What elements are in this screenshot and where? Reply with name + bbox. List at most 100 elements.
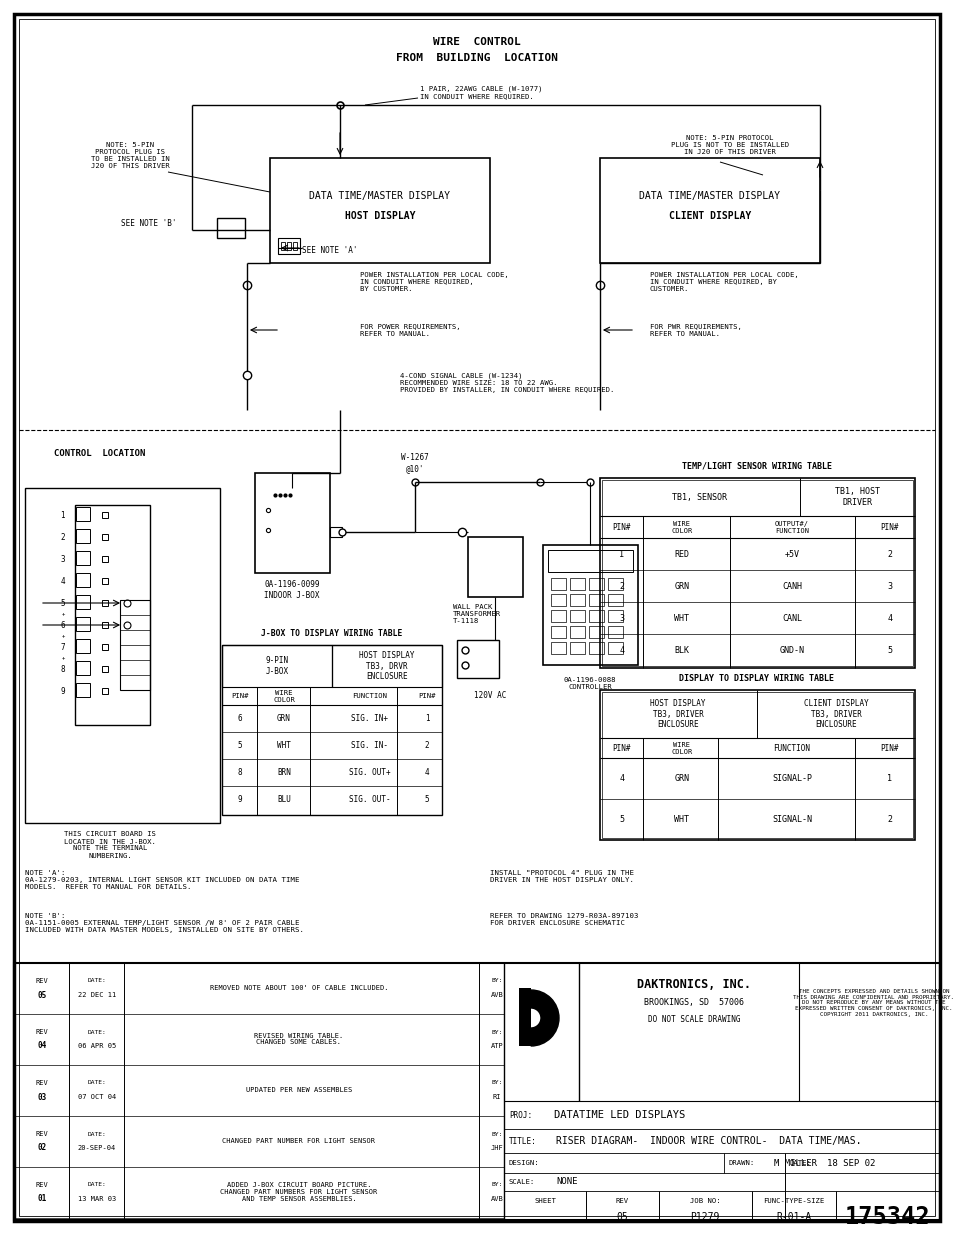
Text: DO NOT SCALE DRAWING: DO NOT SCALE DRAWING xyxy=(647,1015,740,1025)
Text: THIS CIRCUIT BOARD IS
LOCATED IN THE J-BOX.
NOTE THE TERMINAL
NUMBERING.: THIS CIRCUIT BOARD IS LOCATED IN THE J-B… xyxy=(64,831,155,858)
Text: CANH: CANH xyxy=(781,582,801,590)
Bar xyxy=(332,645,441,687)
Text: REVISED WIRING TABLE.
CHANGED SOME CABLES.: REVISED WIRING TABLE. CHANGED SOME CABLE… xyxy=(254,1032,343,1046)
Text: 0A-1196-0099
INDOOR J-BOX: 0A-1196-0099 INDOOR J-BOX xyxy=(264,580,319,600)
Text: 2: 2 xyxy=(424,741,429,750)
Text: REFER TO DRAWING 1279-R03A-897103
FOR DRIVER ENCLOSURE SCHEMATIC: REFER TO DRAWING 1279-R03A-897103 FOR DR… xyxy=(490,913,638,926)
Text: TB1, SENSOR: TB1, SENSOR xyxy=(672,493,727,501)
Text: PIN#: PIN# xyxy=(880,522,899,531)
Text: UPDATED PER NEW ASSEMBLES: UPDATED PER NEW ASSEMBLES xyxy=(246,1087,352,1093)
Bar xyxy=(277,238,299,254)
Text: SIGNAL-N: SIGNAL-N xyxy=(771,815,811,824)
Text: DATA TIME/MASTER DISPLAY: DATA TIME/MASTER DISPLAY xyxy=(639,191,780,201)
Bar xyxy=(293,242,296,249)
Text: 8: 8 xyxy=(60,664,65,673)
Text: SIG. IN+: SIG. IN+ xyxy=(351,714,388,722)
Text: 13 MAR 03: 13 MAR 03 xyxy=(78,1195,116,1202)
Text: GND-N: GND-N xyxy=(779,646,803,655)
Text: RED: RED xyxy=(674,550,689,558)
Bar xyxy=(76,508,90,521)
Text: CANL: CANL xyxy=(781,614,801,622)
Text: INSTALL "PROTOCOL 4" PLUG IN THE
DRIVER IN THE HOST DISPLAY ONLY.: INSTALL "PROTOCOL 4" PLUG IN THE DRIVER … xyxy=(490,869,634,883)
Bar xyxy=(551,594,565,606)
Bar xyxy=(588,626,603,638)
Text: 2: 2 xyxy=(886,815,892,824)
Bar xyxy=(551,626,565,638)
Text: +: + xyxy=(62,656,65,661)
Wedge shape xyxy=(531,990,558,1046)
Text: REV: REV xyxy=(35,1079,49,1086)
Text: 5: 5 xyxy=(886,646,892,655)
Bar xyxy=(76,529,90,543)
Text: SCALE:: SCALE: xyxy=(509,1179,535,1186)
Bar xyxy=(599,478,914,668)
Text: REV: REV xyxy=(35,978,49,984)
Bar xyxy=(601,692,912,839)
Text: DESIGN:: DESIGN: xyxy=(509,1160,539,1166)
Bar xyxy=(76,661,90,676)
Text: DATE:: DATE: xyxy=(88,1131,107,1136)
Text: BY:: BY: xyxy=(491,1081,502,1086)
Text: SIG. OUT+: SIG. OUT+ xyxy=(349,767,391,777)
Text: WIRE  CONTROL: WIRE CONTROL xyxy=(433,37,520,47)
Text: BLU: BLU xyxy=(276,794,291,804)
Text: ATP: ATP xyxy=(490,1044,503,1049)
Text: CONTROL  LOCATION: CONTROL LOCATION xyxy=(54,448,146,457)
Text: DATE:: DATE: xyxy=(88,978,107,983)
Text: M MILLER: M MILLER xyxy=(773,1158,816,1167)
Bar xyxy=(588,594,603,606)
Bar xyxy=(14,963,939,1220)
Text: PROJ:: PROJ: xyxy=(509,1110,532,1119)
Text: WALL PACK
TRANSFORMER
T-1118: WALL PACK TRANSFORMER T-1118 xyxy=(453,604,500,624)
Bar xyxy=(270,158,490,263)
Bar xyxy=(599,158,820,263)
Bar xyxy=(607,594,622,606)
Text: 1: 1 xyxy=(886,773,892,783)
Bar xyxy=(76,551,90,564)
Text: 1: 1 xyxy=(424,714,429,722)
Text: 04: 04 xyxy=(37,1041,47,1051)
Text: J-BOX TO DISPLAY WIRING TABLE: J-BOX TO DISPLAY WIRING TABLE xyxy=(261,629,402,637)
Bar xyxy=(76,638,90,653)
Text: 120V AC: 120V AC xyxy=(474,690,506,699)
Text: WIRE
COLOR: WIRE COLOR xyxy=(273,689,294,703)
Text: 4: 4 xyxy=(60,577,65,585)
Bar xyxy=(254,473,330,573)
Text: 6: 6 xyxy=(237,714,242,722)
Bar xyxy=(330,527,341,537)
Text: 5: 5 xyxy=(60,599,65,608)
Bar xyxy=(287,242,291,249)
Text: +: + xyxy=(62,611,65,616)
Text: 4: 4 xyxy=(618,773,624,783)
Text: 20-SEP-04: 20-SEP-04 xyxy=(78,1145,116,1151)
Text: DATA TIME/MASTER DISPLAY: DATA TIME/MASTER DISPLAY xyxy=(309,191,450,201)
Text: 6: 6 xyxy=(60,620,65,630)
Text: REV: REV xyxy=(35,1131,49,1137)
Text: 01: 01 xyxy=(37,1194,47,1203)
Text: WHT: WHT xyxy=(674,614,689,622)
Text: SIG. OUT-: SIG. OUT- xyxy=(349,794,391,804)
Text: PIN#: PIN# xyxy=(612,743,631,752)
Bar xyxy=(607,642,622,655)
Bar xyxy=(468,537,522,597)
Text: BY:: BY: xyxy=(491,1131,502,1136)
Bar xyxy=(607,610,622,622)
Text: 0A-1196-0088
CONTROLLER: 0A-1196-0088 CONTROLLER xyxy=(563,677,616,689)
Bar xyxy=(569,594,584,606)
Text: CLIENT DISPLAY
TB3, DRIVER
ENCLOSURE: CLIENT DISPLAY TB3, DRIVER ENCLOSURE xyxy=(802,699,867,729)
Text: +: + xyxy=(62,634,65,638)
Text: P1279: P1279 xyxy=(690,1212,719,1221)
Text: 4: 4 xyxy=(424,767,429,777)
Text: PIN#: PIN# xyxy=(417,693,436,699)
Text: FUNCTION: FUNCTION xyxy=(773,743,810,752)
Bar xyxy=(216,219,245,238)
Bar xyxy=(569,610,584,622)
Text: REV: REV xyxy=(35,1029,49,1035)
Bar xyxy=(551,610,565,622)
Text: SEE NOTE 'B': SEE NOTE 'B' xyxy=(121,219,177,227)
Text: WHT: WHT xyxy=(276,741,291,750)
Text: NOTE: 5-PIN
PROTOCOL PLUG IS
TO BE INSTALLED IN
J20 OF THIS DRIVER: NOTE: 5-PIN PROTOCOL PLUG IS TO BE INSTA… xyxy=(91,142,170,168)
Text: 3: 3 xyxy=(60,555,65,563)
Text: OUTPUT#/
FUNCTION: OUTPUT#/ FUNCTION xyxy=(774,520,808,534)
Bar xyxy=(456,640,498,678)
